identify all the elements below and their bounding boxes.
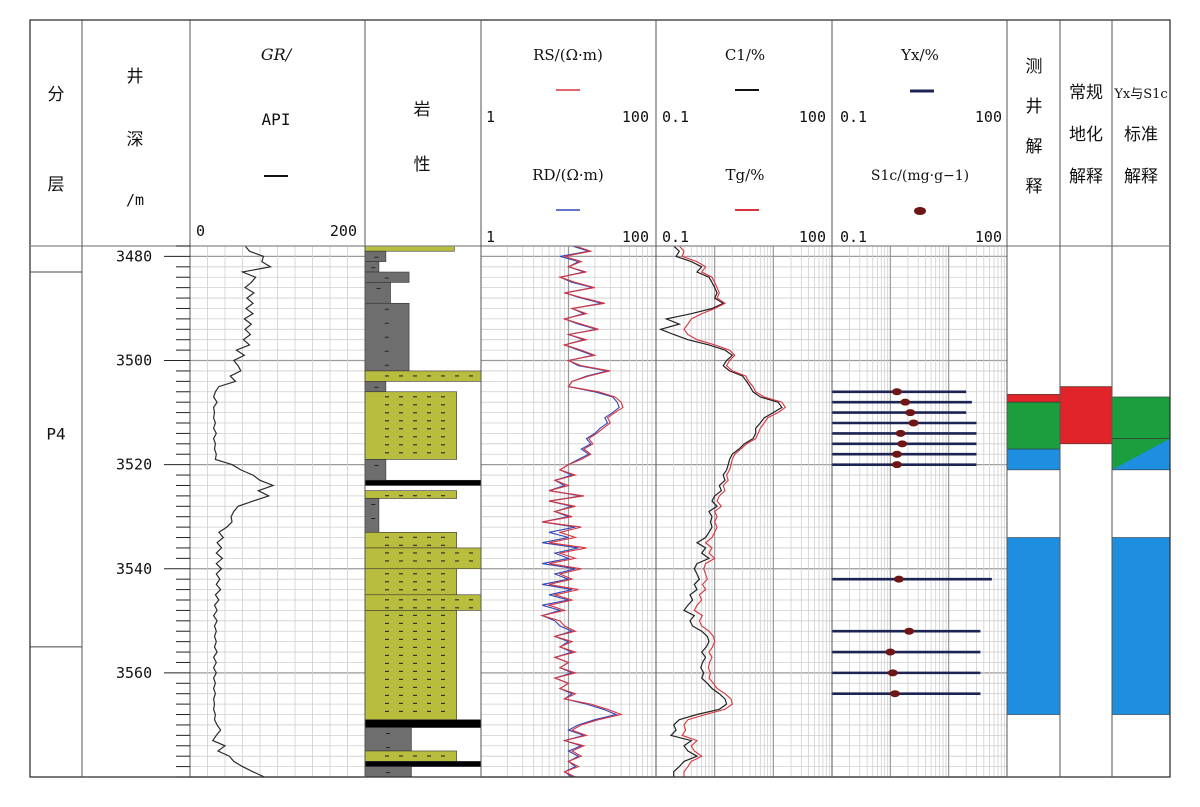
depth-header-3: /m <box>126 191 144 209</box>
s1c-point <box>885 648 896 656</box>
grid-layer <box>190 245 1007 778</box>
rd-scale-min: 1 <box>486 228 495 246</box>
litho-header-1: 岩 <box>414 100 431 120</box>
lithology-sandstone <box>364 391 457 460</box>
standard-interp-oil <box>1111 396 1171 439</box>
gr-scale-min: 0 <box>196 222 205 240</box>
s1c-point <box>904 627 915 635</box>
tg-curve <box>678 245 787 777</box>
rd-scale-max: 100 <box>622 228 649 246</box>
frame-layer <box>29 19 1171 778</box>
s1c-point <box>900 398 911 406</box>
depth-tick-label: 3560 <box>116 664 152 682</box>
c1-scale-max: 100 <box>799 108 826 126</box>
lithology-mudstone <box>364 381 387 393</box>
lithology-sandstone <box>364 547 482 570</box>
lithology-coal <box>364 479 482 486</box>
yx-scale-min: 0.1 <box>840 108 867 126</box>
c1-scale-min: 0.1 <box>662 108 689 126</box>
lithology-mudstone <box>364 271 410 283</box>
lithology-sandstone <box>364 594 482 611</box>
s1c-point <box>905 409 916 417</box>
logging-header-1: 测 <box>1026 57 1043 77</box>
depth-tick-label: 3520 <box>116 456 152 474</box>
s1c-point <box>891 450 902 458</box>
lithology-sandstone <box>364 370 482 382</box>
s1c-scale-min: 0.1 <box>840 228 867 246</box>
s1c-scale-max: 100 <box>975 228 1002 246</box>
tick-layer: 3480 3500 3520 3540 3560 P4 <box>46 245 190 778</box>
lithology-mudstone <box>364 498 380 533</box>
lithology-mudstone <box>364 250 387 262</box>
lithology-mudstone <box>364 282 391 304</box>
logging-header-2: 井 <box>1026 97 1043 117</box>
rd-header-label: RD/(Ω·m) <box>532 166 604 184</box>
rs-scale-max: 100 <box>622 108 649 126</box>
depth-header-1: 井 <box>127 67 144 87</box>
s1c-point <box>887 669 898 677</box>
outer-frame <box>29 19 1171 778</box>
lithology-sandstone <box>364 490 457 499</box>
tg-header-label: Tg/% <box>726 166 765 184</box>
s1c-legend-dot <box>914 207 926 215</box>
logging-interp-water <box>1006 537 1061 715</box>
s1c-point <box>893 575 904 583</box>
standard-header-1: Yx与S1c <box>1113 87 1167 102</box>
standard-interp-water <box>1111 537 1171 715</box>
litho-header-2: 性 <box>414 155 431 175</box>
standard-header-2: 标准 <box>1124 125 1158 145</box>
rs-header-label: RS/(Ω·m) <box>533 46 603 64</box>
lithology-mudstone <box>364 459 387 481</box>
lithology-sandstone <box>364 610 457 721</box>
lithology-coal <box>364 719 482 728</box>
depth-tick-label: 3540 <box>116 560 152 578</box>
tg-scale-max: 100 <box>799 228 826 246</box>
tg-scale-min: 0.1 <box>662 228 689 246</box>
lithology-mudstone <box>364 766 412 778</box>
c1-curve <box>658 245 783 777</box>
lithology-coal <box>364 761 482 767</box>
standard-header-3: 解释 <box>1124 167 1158 187</box>
gr-scale-max: 200 <box>330 222 357 240</box>
s1c-point <box>891 388 902 396</box>
s1c-point <box>891 461 902 469</box>
header-layer: 分 层 井 深 /m GR/ API 0 200 岩 性 RS/(Ω·m) 1 … <box>48 45 1168 246</box>
logging-interp-gas <box>1006 394 1061 403</box>
gr-header-label: GR/ <box>261 45 293 64</box>
layer-header-2: 层 <box>48 175 65 195</box>
s1c-point <box>897 440 908 448</box>
logging-header-3: 解 <box>1026 137 1043 157</box>
standard-interp-water <box>1112 438 1170 470</box>
geochem-interp-gas <box>1059 386 1113 445</box>
yx-header-label: Yx/% <box>900 46 939 64</box>
rs-curve <box>540 245 624 778</box>
depth-tick-label: 3500 <box>116 352 152 370</box>
logging-header-4: 释 <box>1026 177 1043 197</box>
lithology-mudstone <box>364 261 380 273</box>
geochem-header-3: 解释 <box>1069 167 1103 187</box>
logging-interp-water <box>1006 448 1061 471</box>
gr-curve <box>211 245 275 778</box>
s1c-point <box>889 690 900 698</box>
fill-layer <box>364 245 1171 778</box>
legend-layer <box>264 89 934 215</box>
c1-header-label: C1/% <box>725 46 765 64</box>
geochem-header-2: 地化 <box>1069 125 1103 145</box>
rs-scale-min: 1 <box>486 108 495 126</box>
lithology-sandstone <box>364 245 455 252</box>
depth-header-2: 深 <box>127 130 144 150</box>
gr-header-unit: API <box>262 110 291 129</box>
yx-scale-max: 100 <box>975 108 1002 126</box>
layer-header-1: 分 <box>48 85 65 105</box>
s1c-point <box>895 429 906 437</box>
geochem-header-1: 常规 <box>1069 83 1103 103</box>
s1c-header-label: S1c/(mg·g−1) <box>871 168 969 184</box>
depth-tick-label: 3480 <box>116 247 152 265</box>
curve-layer <box>211 245 992 778</box>
s1c-point <box>908 419 919 427</box>
layer-name: P4 <box>46 424 65 443</box>
